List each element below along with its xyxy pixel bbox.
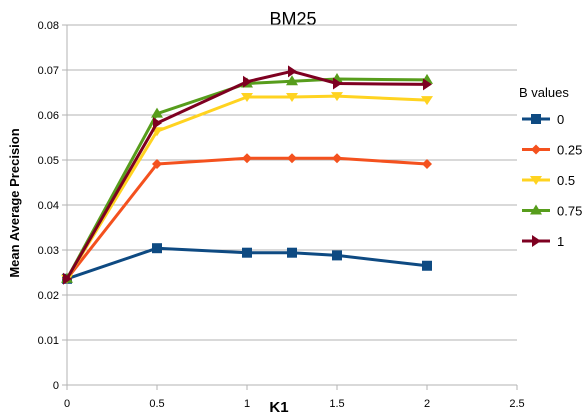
legend-marker — [531, 144, 541, 155]
y-tick-label: 0.07 — [38, 65, 59, 77]
series-2 — [61, 92, 433, 284]
legend-title: B values — [519, 85, 569, 100]
data-point — [63, 272, 72, 285]
series-line-1 — [65, 156, 428, 280]
data-point — [422, 159, 432, 170]
x-tick-label: 0.5 — [149, 398, 164, 410]
series-line-2 — [65, 94, 428, 280]
series-group — [61, 65, 433, 285]
series-1 — [62, 153, 432, 284]
legend-label: 0.5 — [557, 173, 575, 188]
y-tick-label: 0.03 — [38, 245, 59, 257]
legend-label: 0 — [557, 112, 564, 127]
data-point — [152, 243, 162, 254]
data-point — [333, 77, 342, 90]
x-tick-label: 1 — [244, 398, 250, 410]
y-tick-label: 0.08 — [38, 20, 59, 32]
series-line-3 — [65, 77, 428, 280]
x-tick-label: 1.5 — [329, 398, 344, 410]
data-point — [332, 153, 342, 164]
legend-label: 0.75 — [557, 204, 582, 219]
data-point — [288, 65, 297, 78]
series-4 — [63, 65, 432, 285]
legend-marker — [530, 204, 542, 215]
data-point — [287, 153, 297, 164]
y-tick-label: 0.06 — [38, 110, 59, 122]
data-point — [243, 75, 252, 88]
data-point — [152, 159, 162, 170]
legend-marker — [531, 114, 541, 124]
series-line-4 — [65, 69, 428, 280]
data-point — [242, 247, 252, 258]
x-tick-label: 2 — [424, 398, 430, 410]
series-0 — [62, 243, 432, 284]
data-point — [331, 92, 343, 102]
legend-marker — [532, 235, 541, 247]
data-point — [423, 78, 432, 91]
y-axis-title: Mean Average Precision — [7, 128, 22, 277]
data-point — [286, 75, 298, 86]
y-tick-label: 0.02 — [38, 290, 59, 302]
y-tick-label: 0.04 — [38, 200, 59, 212]
legend-marker — [530, 176, 542, 185]
y-tick-label: 0.05 — [38, 155, 59, 167]
x-axis-title: K1 — [269, 399, 288, 416]
x-tick-label: 2.5 — [509, 398, 524, 410]
y-tick-label: 0 — [53, 380, 59, 392]
x-tick-label: 0 — [64, 398, 70, 410]
chart-title: BM25 — [269, 9, 316, 29]
legend: B values 0 0.25 0.5 0.75 1 — [519, 85, 582, 249]
data-point — [287, 247, 297, 258]
data-point — [241, 93, 253, 102]
tick-labels: 0 0.01 0.02 0.03 0.04 0.05 0.06 0.07 0.08 0 0.5 1 1.… — [38, 20, 525, 410]
data-point — [286, 93, 298, 102]
data-point — [153, 117, 162, 130]
legend-label: 1 — [557, 234, 564, 249]
legend-label: 0.25 — [557, 143, 582, 158]
y-tick-label: 0.01 — [38, 335, 59, 347]
data-point — [421, 96, 433, 106]
axes — [62, 24, 518, 390]
data-point — [151, 107, 163, 118]
data-point — [242, 153, 252, 164]
data-point — [422, 260, 432, 271]
data-point — [332, 250, 342, 261]
series-line-0 — [66, 246, 428, 281]
